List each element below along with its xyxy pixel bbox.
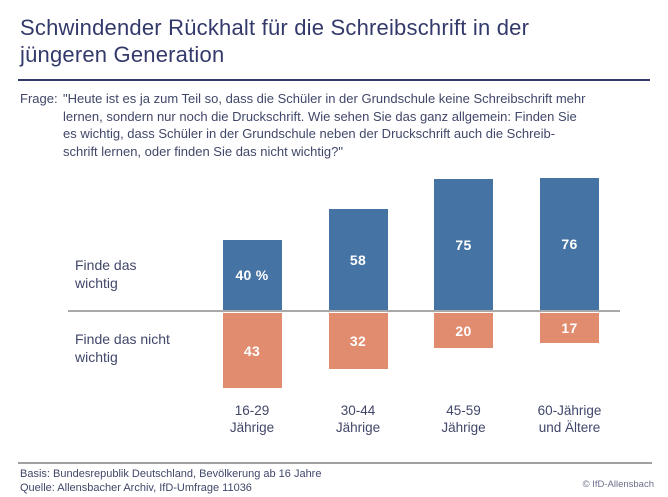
bar-finde-das-nicht-wichtig-30-44: 32	[328, 313, 388, 369]
zero-axis-line	[68, 310, 620, 312]
bar-finde-das-wichtig-16-29: 40 %	[222, 240, 282, 310]
page-title-line1: Schwindender Rückhalt für die Schreibsch…	[20, 15, 530, 40]
category-label-45-59: 45-59 Jährige	[441, 403, 486, 435]
row-label-wichtig: Finde das wichtig	[75, 257, 137, 291]
question-text: "Heute ist es ja zum Teil so, dass die S…	[63, 90, 650, 160]
question-label: Frage:	[20, 91, 58, 106]
bar-finde-das-wichtig-30-44: 58	[328, 209, 388, 310]
category-label-60-j-hrige: 60-Jährige und Ältere	[537, 403, 602, 435]
copyright-note: © IfD-Allensbach	[582, 479, 654, 490]
bar-finde-das-wichtig-60-j-hrige: 76	[540, 178, 599, 310]
question-line: schrift lernen, oder finden Sie das nich…	[63, 143, 343, 159]
survey-question: Frage: "Heute ist es ja zum Teil so, das…	[20, 90, 650, 160]
page-title-line2: jüngeren Generation	[20, 42, 225, 67]
bar-value-label: 32	[349, 333, 367, 349]
page-title: Schwindender Rückhalt für die Schreibsch…	[20, 14, 660, 68]
bar-value-label: 76	[561, 236, 578, 252]
footer-source: Quelle: Allensbacher Archiv, IfD-Umfrage…	[20, 482, 252, 494]
bar-finde-das-wichtig-45-59: 75	[434, 179, 493, 310]
bar-finde-das-nicht-wichtig-45-59: 20	[434, 313, 493, 348]
question-line: lernen, sondern nur noch die Druckschrif…	[63, 108, 577, 124]
category-label-30-44: 30-44 Jährige	[335, 403, 381, 435]
bar-value-label: 75	[455, 236, 472, 253]
row-label-nicht-wichtig: Finde das nicht wichtig	[75, 331, 170, 365]
question-line: es wichtig, dass Schüler in der Grundsch…	[63, 126, 556, 141]
bar-finde-das-nicht-wichtig-16-29: 43	[222, 313, 282, 388]
question-line: "Heute ist es ja zum Teil so, dass die S…	[63, 91, 586, 106]
footer-divider	[18, 462, 652, 464]
footer-basis: Basis: Bundesrepublik Deutschland, Bevöl…	[20, 468, 322, 480]
bar-value-label: 20	[455, 322, 472, 339]
bar-value-label: 40 %	[235, 267, 269, 283]
bar-value-label: 17	[561, 320, 578, 336]
title-divider	[18, 79, 650, 81]
bar-finde-das-nicht-wichtig-60-j-hrige: 17	[540, 313, 599, 343]
bar-value-label: 58	[349, 251, 367, 268]
category-label-16-29: 16-29 Jährige	[229, 403, 275, 435]
bar-value-label: 43	[243, 342, 261, 359]
